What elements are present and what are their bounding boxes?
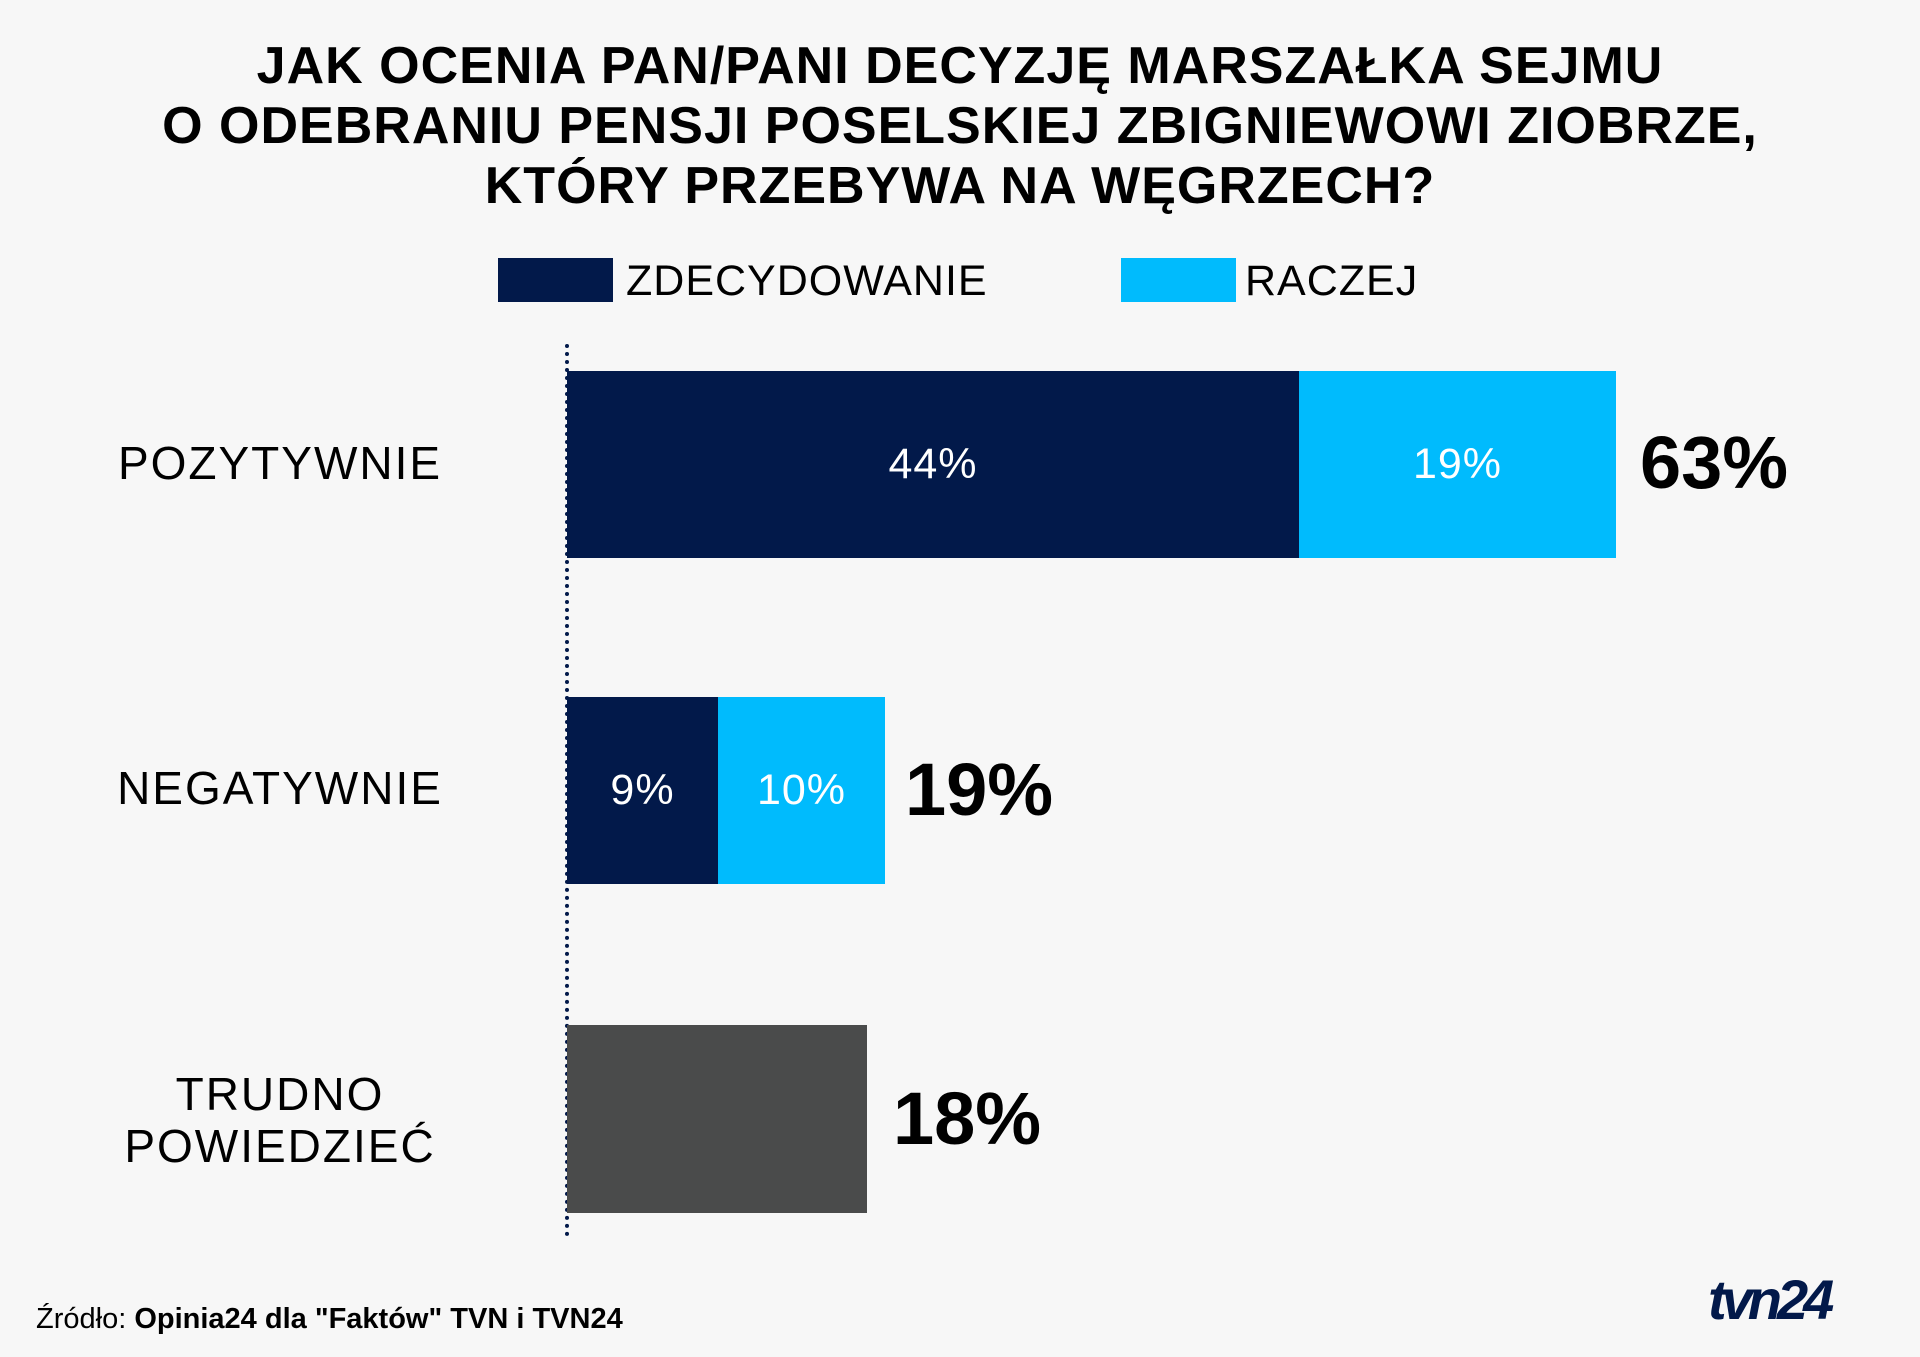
- source-note: Źródło: Opinia24 dla "Faktów" TVN i TVN2…: [36, 1301, 623, 1337]
- total-negatywnie: 19%: [905, 748, 1054, 831]
- title-line-1: JAK OCENIA PAN/PANI DECYZJĘ MARSZAŁKA SE…: [256, 37, 1664, 95]
- source-prefix: Źródło:: [36, 1303, 127, 1335]
- bar-pozytywnie-raczej: 19%: [1299, 371, 1616, 558]
- bar-value: 10%: [756, 766, 847, 814]
- total-pozytywnie: 63%: [1640, 421, 1789, 504]
- title-line-3: KTÓRY PRZEBYWA NA WĘGRZECH?: [484, 157, 1436, 215]
- bar-negatywnie-zdecydowanie: 9%: [567, 697, 718, 884]
- title-line-2: O ODEBRANIU PENSJI POSELSKIEJ ZBIGNIEWOW…: [162, 97, 1758, 155]
- bar-pozytywnie-zdecydowanie: 44%: [567, 371, 1299, 558]
- legend-label-zdecydowanie: ZDECYDOWANIE: [626, 257, 988, 305]
- legend-swatch-raczej: [1121, 258, 1236, 302]
- bar-trudno-powiedziec: [567, 1025, 867, 1213]
- bar-negatywnie-raczej: 10%: [718, 697, 885, 884]
- total-trudno-powiedziec: 18%: [893, 1077, 1042, 1160]
- chart-title: JAK OCENIA PAN/PANI DECYZJĘ MARSZAŁKA SE…: [0, 36, 1920, 216]
- bar-value: 44%: [888, 440, 978, 488]
- row-label-trudno-powiedziec: TRUDNO POWIEDZIEĆ: [124, 1068, 436, 1172]
- source-text: Opinia24 dla "Faktów" TVN i TVN24: [134, 1303, 623, 1335]
- bar-value: 9%: [610, 766, 675, 814]
- row-label-negatywnie: NEGATYWNIE: [117, 762, 443, 814]
- bar-value: 19%: [1412, 440, 1503, 488]
- legend-swatch-zdecydowanie: [498, 258, 613, 302]
- legend-label-raczej: RACZEJ: [1245, 257, 1419, 305]
- tvn24-logo: tvn24: [1708, 1268, 1834, 1331]
- row-label-pozytywnie: POZYTYWNIE: [117, 437, 443, 489]
